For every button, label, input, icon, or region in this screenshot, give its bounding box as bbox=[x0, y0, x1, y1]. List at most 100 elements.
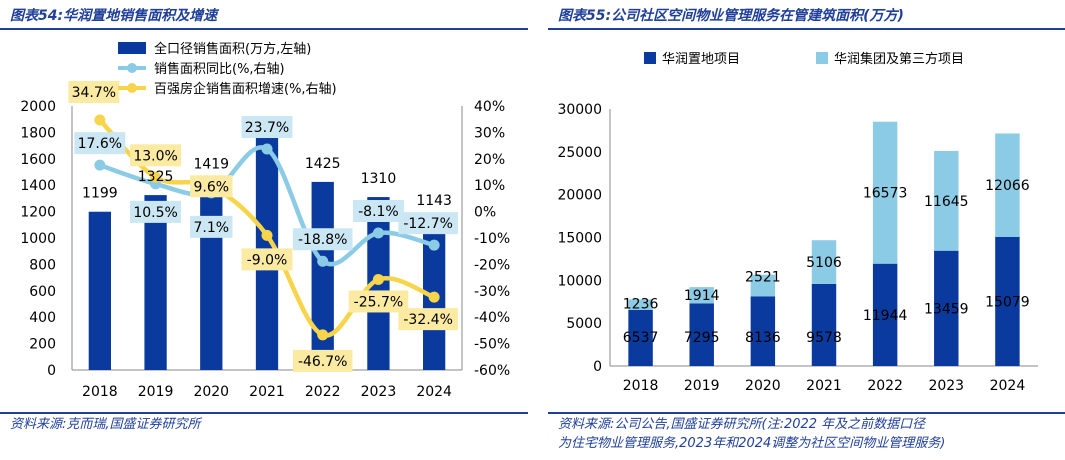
right-y-tick-label: -10% bbox=[474, 231, 510, 247]
left-y-tick-label: 1200 bbox=[20, 205, 56, 221]
yoy-point bbox=[94, 159, 106, 171]
right-y-tick-label: 30% bbox=[474, 125, 505, 141]
yoy-label: 17.6% bbox=[78, 136, 122, 152]
legend-swatch-bar bbox=[118, 42, 146, 54]
upper-value-label: 12066 bbox=[985, 178, 1030, 194]
bar-value-label: 1143 bbox=[416, 193, 452, 209]
upper-value-label: 1236 bbox=[623, 296, 659, 312]
bar-upper-segment bbox=[811, 240, 837, 284]
y-tick-label: 15000 bbox=[557, 231, 602, 247]
legend-swatch-base bbox=[644, 52, 656, 64]
right-y-tick-label: -20% bbox=[474, 257, 510, 273]
top100-label: -25.7% bbox=[354, 294, 404, 310]
base-value-label: 11944 bbox=[863, 308, 908, 324]
base-value-label: 15079 bbox=[985, 294, 1030, 310]
top100-label-box bbox=[292, 349, 353, 372]
left-y-tick-label: 400 bbox=[29, 310, 56, 326]
top100-label: 34.7% bbox=[72, 85, 116, 101]
upper-value-label: 1914 bbox=[684, 288, 720, 304]
left-title-rule bbox=[0, 28, 528, 30]
y-tick-label: 25000 bbox=[557, 145, 602, 161]
bar-upper-segment bbox=[750, 274, 776, 297]
legend-marker-yoy bbox=[127, 63, 137, 73]
legend-marker-top100 bbox=[127, 83, 137, 93]
yoy-label-box bbox=[190, 215, 233, 238]
bar-value-label: 1325 bbox=[138, 169, 174, 185]
y-tick-label: 0 bbox=[593, 359, 602, 375]
top100-label: 13.0% bbox=[133, 148, 177, 164]
x-tick-label: 2019 bbox=[684, 378, 720, 394]
x-tick-label: 2023 bbox=[928, 378, 964, 394]
base-value-label: 13459 bbox=[924, 301, 969, 317]
bar bbox=[144, 195, 167, 370]
bar-upper-segment bbox=[934, 150, 959, 251]
top100-point bbox=[150, 171, 162, 183]
bar bbox=[88, 211, 111, 370]
bar-base-segment bbox=[995, 236, 1020, 366]
yoy-label-box bbox=[130, 200, 182, 223]
legend-label-yoy: 销售面积同比(%,右轴) bbox=[154, 61, 285, 77]
x-tick-label: 2020 bbox=[193, 384, 229, 400]
yoy-label-box bbox=[352, 199, 404, 222]
left-chart: 0 200 400 600 800 1000 1200 1400 1600 1800 2000 -60… bbox=[20, 41, 510, 400]
left-y-tick-label: 0 bbox=[47, 363, 56, 379]
x-tick-label: 2021 bbox=[249, 384, 285, 400]
bar bbox=[200, 182, 223, 370]
yoy-point bbox=[317, 255, 329, 267]
left-y-tick-label: 1000 bbox=[20, 231, 56, 247]
yoy-label: 7.1% bbox=[193, 220, 229, 236]
x-tick-label: 2019 bbox=[138, 384, 174, 400]
top100-label: -9.0% bbox=[247, 252, 288, 268]
right-y-tick-label: 40% bbox=[474, 99, 505, 115]
bar-upper-segment bbox=[995, 133, 1020, 237]
top100-label-box bbox=[68, 80, 120, 103]
base-value-label: 7295 bbox=[684, 330, 720, 346]
right-title-rule bbox=[548, 28, 1065, 30]
top100-label: 9.6% bbox=[193, 179, 229, 195]
bar-base-segment bbox=[628, 309, 653, 366]
bar-value-label: 1199 bbox=[82, 186, 118, 202]
bar-value-label: 1419 bbox=[193, 157, 229, 173]
left-y-tick-label: 600 bbox=[29, 284, 56, 300]
top100-label: -32.4% bbox=[403, 312, 453, 328]
top100-point bbox=[372, 273, 384, 285]
left-y-tick-label: 1600 bbox=[20, 152, 56, 168]
top100-point bbox=[94, 114, 106, 126]
bar-base-segment bbox=[750, 296, 776, 366]
left-figure-title: 图表54:华润置地销售面积及增速 bbox=[10, 8, 218, 24]
yoy-label: 23.7% bbox=[245, 120, 289, 136]
right-y-tick-label: 20% bbox=[474, 152, 505, 168]
left-y-tick-label: 800 bbox=[29, 257, 56, 273]
legend-swatch-upper bbox=[816, 52, 828, 64]
top100-label-box bbox=[348, 290, 409, 313]
legend-label-bar: 全口径销售面积(万方,左轴) bbox=[154, 41, 311, 57]
top100-point bbox=[428, 291, 440, 303]
right-y-tick-label: 10% bbox=[474, 178, 505, 194]
y-tick-label: 20000 bbox=[557, 188, 602, 204]
yoy-label-box bbox=[74, 132, 126, 155]
top100-label: -46.7% bbox=[298, 354, 348, 370]
bar-upper-segment bbox=[628, 299, 653, 310]
upper-value-label: 11645 bbox=[924, 194, 969, 210]
right-source-line-1: 资料来源:公司公告,国盛证券研究所(注:2022 年及之前数据口径 bbox=[558, 417, 926, 432]
y-tick-label: 30000 bbox=[557, 102, 602, 118]
bar-base-segment bbox=[934, 250, 959, 366]
x-tick-label: 2024 bbox=[990, 378, 1026, 394]
upper-value-label: 5106 bbox=[806, 255, 842, 271]
bar-value-label: 1310 bbox=[361, 171, 397, 187]
x-tick-label: 2018 bbox=[623, 378, 659, 394]
left-y-tick-label: 200 bbox=[29, 337, 56, 353]
right-source-line-2: 为住宅物业管理服务,2023年和2024调整为社区空间物业管理服务) bbox=[558, 436, 946, 451]
right-y-tick-label: 0% bbox=[474, 205, 496, 221]
left-figure: 图表54:华润置地销售面积及增速 0 200 400 600 800 1000 1200 14… bbox=[0, 0, 528, 460]
x-tick-label: 2020 bbox=[745, 378, 781, 394]
right-source-rule bbox=[548, 412, 1065, 414]
right-y-tick-label: -60% bbox=[474, 363, 510, 379]
top100-label-box bbox=[241, 248, 293, 271]
left-y-tick-label: 1800 bbox=[20, 125, 56, 141]
bar-upper-segment bbox=[872, 121, 898, 264]
top100-label-box bbox=[130, 144, 182, 167]
base-value-label: 6537 bbox=[623, 330, 659, 346]
x-tick-label: 2022 bbox=[867, 378, 903, 394]
bar-base-segment bbox=[689, 303, 714, 366]
